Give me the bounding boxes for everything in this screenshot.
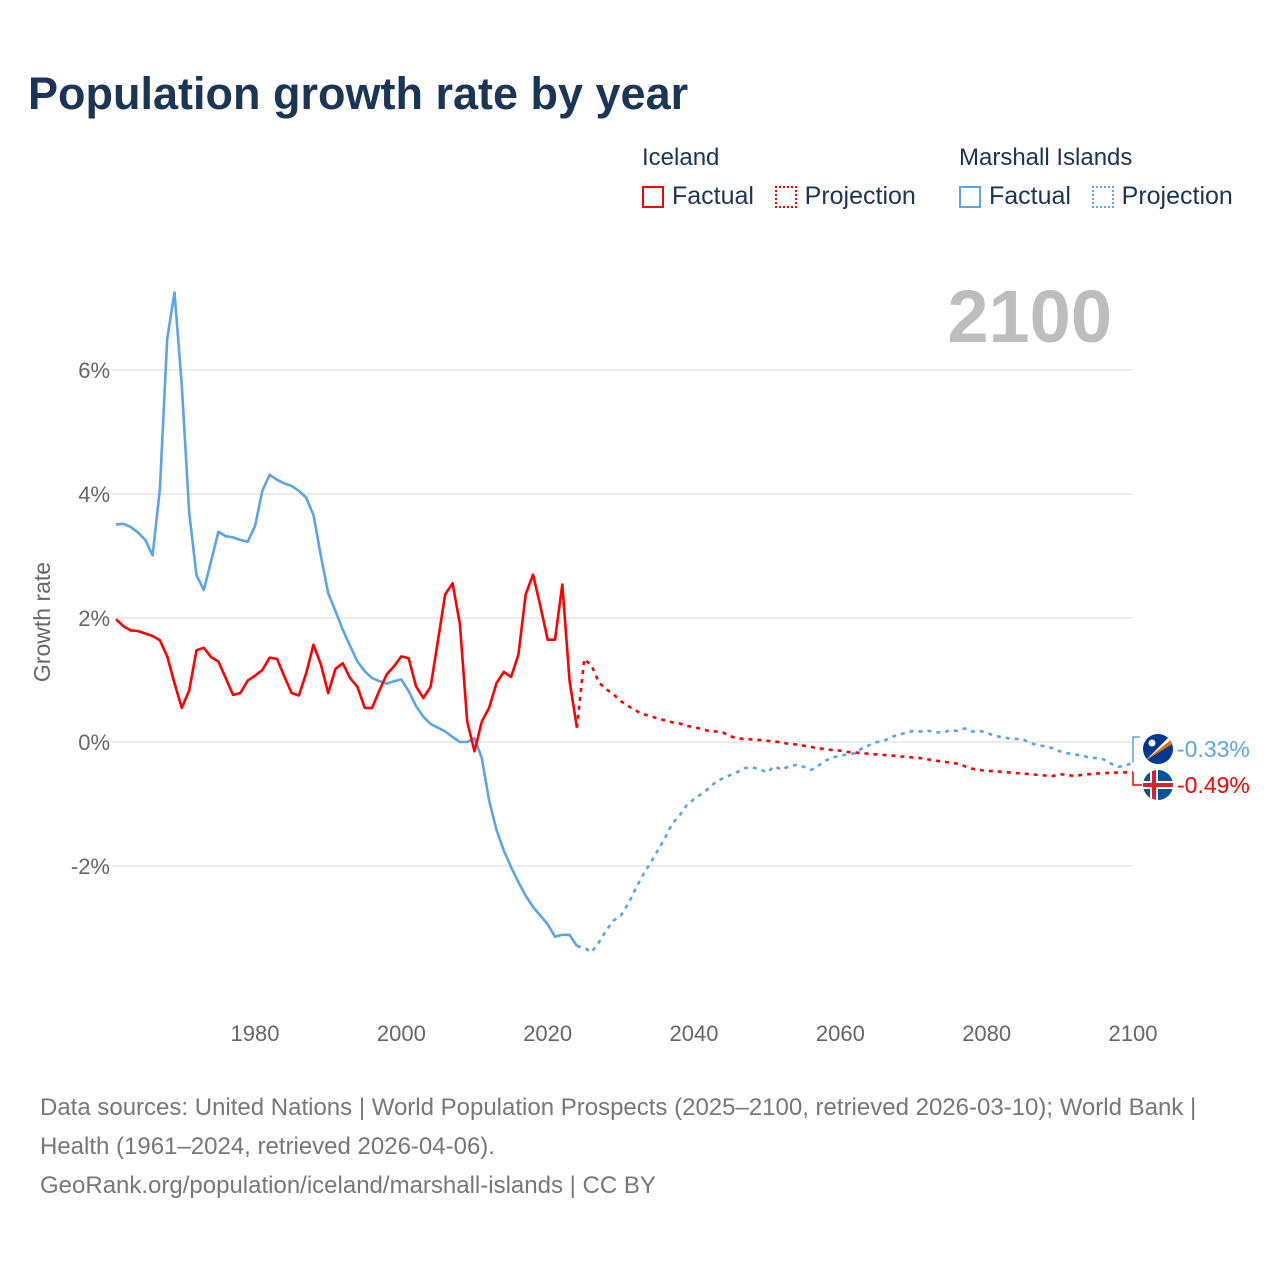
legend-label: Factual bbox=[672, 182, 754, 210]
x-tick-label: 2040 bbox=[670, 1021, 719, 1046]
legend-group-label: Marshall Islands bbox=[959, 144, 1133, 171]
iceland-flag-icon bbox=[1143, 770, 1173, 800]
legend-label: Factual bbox=[989, 182, 1071, 210]
x-tick-label: 2020 bbox=[523, 1021, 572, 1046]
legend-marshall-factual[interactable]: Factual bbox=[959, 182, 1071, 211]
legend-group-marshall-islands: Marshall Islands Factual Projection bbox=[959, 144, 1247, 215]
marshall-connector bbox=[1132, 736, 1140, 763]
flag-star bbox=[1148, 739, 1156, 747]
marshall-islands-end-value: -0.33% bbox=[1177, 736, 1250, 762]
flag-cross-red-h bbox=[1143, 783, 1173, 787]
legend-group-iceland: Iceland Factual Projection bbox=[642, 144, 930, 215]
marshall-islands-flag-icon bbox=[1143, 734, 1173, 764]
x-tick-label: 1980 bbox=[231, 1021, 280, 1046]
y-tick-label: 0% bbox=[78, 730, 110, 755]
dotted-swatch-icon bbox=[774, 185, 797, 208]
year-label: 2100 bbox=[947, 275, 1112, 358]
data-sources: Data sources: United Nations | World Pop… bbox=[40, 1094, 1197, 1160]
chart-title: Population growth rate by year bbox=[28, 68, 689, 119]
x-tick-label: 2100 bbox=[1109, 1021, 1158, 1046]
y-tick-label: -2% bbox=[71, 854, 110, 879]
y-tick-label: 4% bbox=[78, 482, 110, 507]
source-note: Data sources: United Nations | World Pop… bbox=[40, 1088, 1240, 1205]
legend-iceland-factual[interactable]: Factual bbox=[642, 182, 754, 211]
marshall-islands-projection-line bbox=[576, 727, 1134, 954]
x-tick-label: 2060 bbox=[816, 1021, 865, 1046]
legend-iceland-projection[interactable]: Projection bbox=[774, 182, 916, 211]
solid-swatch-icon bbox=[959, 185, 981, 208]
flag-stripe-orange bbox=[1145, 738, 1173, 761]
iceland-factual-line bbox=[115, 573, 579, 753]
y-axis-label: Growth rate bbox=[29, 562, 55, 682]
y-tick-label: 2% bbox=[78, 606, 110, 631]
iceland-end-value: -0.49% bbox=[1177, 772, 1250, 798]
flag-stripe-white bbox=[1145, 734, 1173, 761]
marshall-islands-factual-line bbox=[115, 291, 578, 947]
flag-cross-red-v bbox=[1152, 770, 1156, 800]
attribution-link[interactable]: GeoRank.org/population/iceland/marshall-… bbox=[40, 1172, 656, 1199]
dotted-swatch-icon bbox=[1091, 185, 1114, 208]
legend-label: Projection bbox=[804, 182, 916, 210]
x-tick-label: 2000 bbox=[377, 1021, 426, 1046]
legend-label: Projection bbox=[1121, 182, 1233, 210]
line-chart: 6%4%2%0%-2%1980 2000 2020 2040 2060 2080 2100 … bbox=[29, 275, 1250, 1046]
y-tick-label: 6% bbox=[78, 358, 110, 383]
solid-swatch-icon bbox=[642, 185, 664, 208]
x-tick-label: 2080 bbox=[962, 1021, 1011, 1046]
iceland-projection-line bbox=[575, 656, 1133, 778]
legend-group-label: Iceland bbox=[642, 144, 720, 171]
iceland-connector bbox=[1132, 772, 1142, 786]
legend-marshall-projection[interactable]: Projection bbox=[1091, 182, 1233, 211]
